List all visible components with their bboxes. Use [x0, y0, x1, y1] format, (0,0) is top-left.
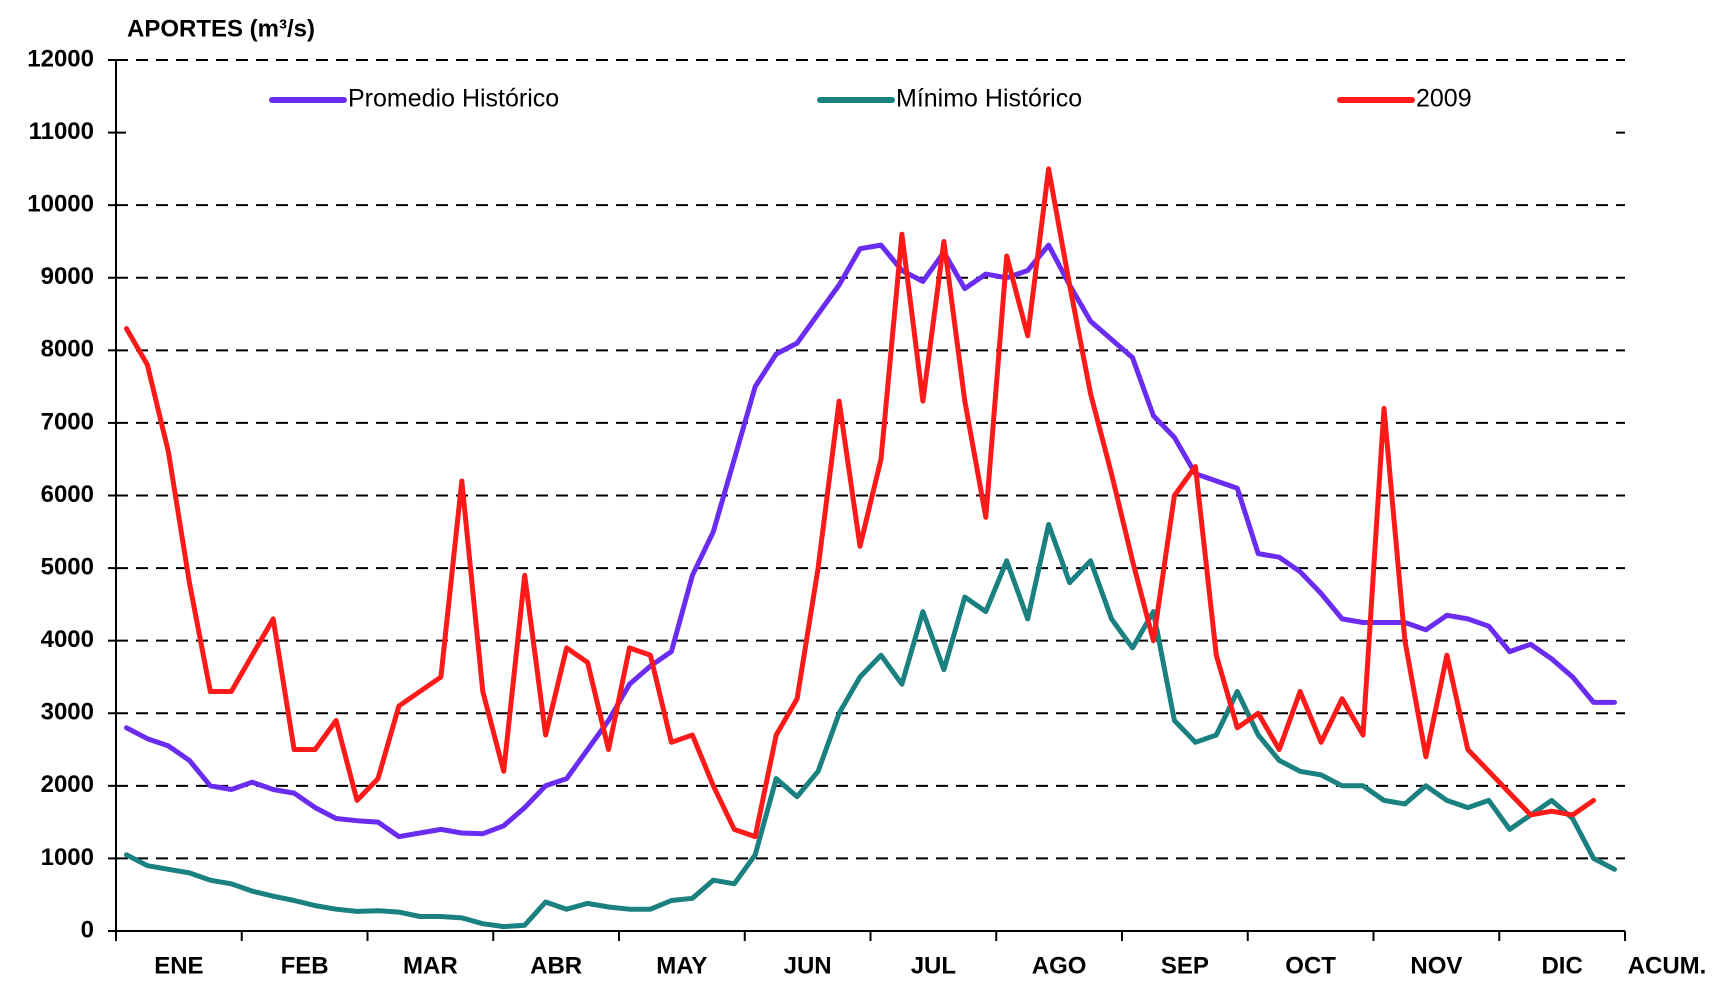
x-tick-label: ABR [530, 952, 582, 979]
y-tick-label: 8000 [41, 336, 94, 363]
x-tick-label: JUL [911, 952, 956, 979]
y-tick-label: 11000 [29, 118, 94, 145]
y-tick-label: 9000 [41, 263, 94, 290]
legend-label: 2009 [1416, 85, 1472, 113]
y-tick-label: 1000 [41, 844, 94, 871]
y-tick-label: 3000 [41, 699, 94, 726]
x-tick-label: MAY [656, 952, 707, 979]
x-tick-label: OCT [1285, 952, 1336, 979]
y-tick-label: 10000 [27, 191, 94, 218]
x-tick-label: DIC [1541, 952, 1582, 979]
x-tick-label: AGO [1032, 952, 1087, 979]
series-line [124, 242, 1617, 840]
y-tick-label: 0 [81, 916, 94, 943]
x-tick-label: NOV [1410, 952, 1462, 979]
y-tick-label: 2000 [41, 771, 94, 798]
legend-box [126, 76, 1615, 140]
x-tick-label: MAR [403, 952, 458, 979]
series-line [124, 522, 1617, 930]
x-tick-label: ACUM. [1628, 952, 1707, 979]
y-tick-label: 5000 [41, 553, 94, 580]
series-line [124, 166, 1597, 840]
chart-title: APORTES (m³/s) [127, 15, 315, 42]
legend-label: Promedio Histórico [348, 85, 559, 113]
x-tick-label: SEP [1161, 952, 1209, 979]
x-tick-label: ENE [154, 952, 203, 979]
y-tick-label: 6000 [41, 481, 94, 508]
y-tick-label: 7000 [41, 408, 94, 435]
x-tick-label: JUN [784, 952, 832, 979]
y-tick-label: 12000 [27, 45, 94, 72]
legend-label: Mínimo Histórico [896, 85, 1082, 113]
x-tick-label: FEB [281, 952, 329, 979]
y-tick-label: 4000 [41, 626, 94, 653]
